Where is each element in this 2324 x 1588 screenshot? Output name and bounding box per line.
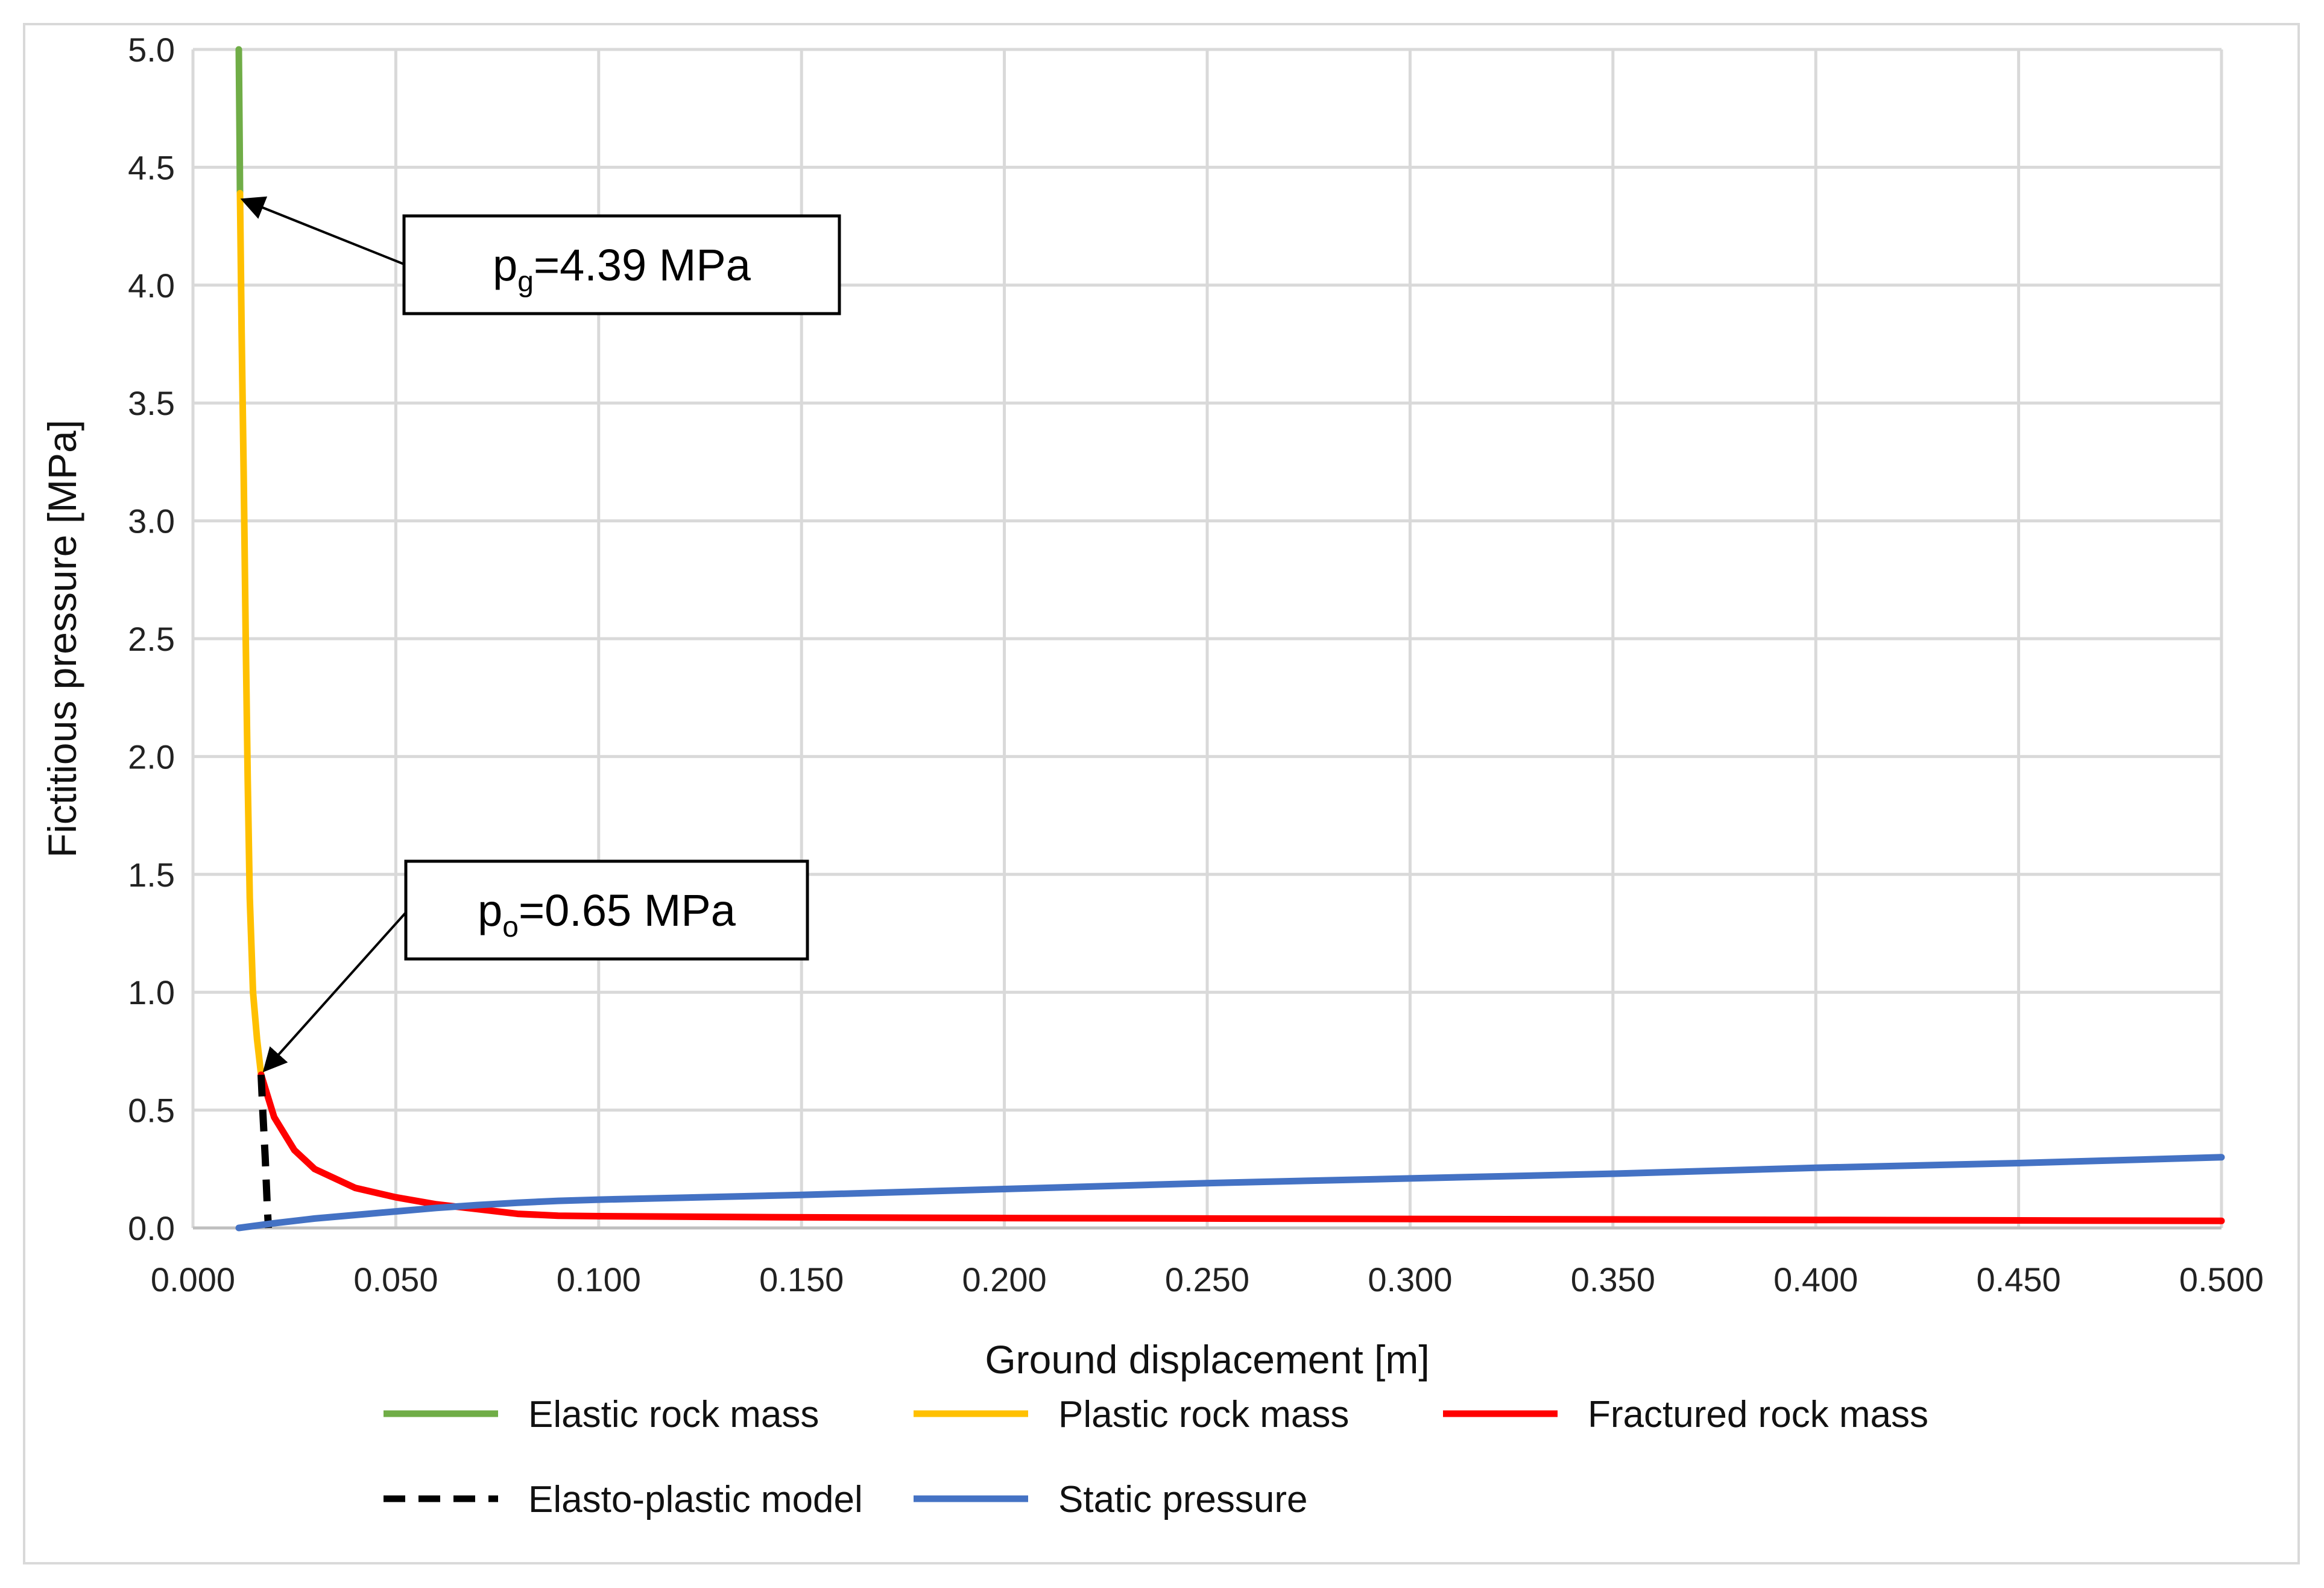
annotation-box (402, 214, 841, 315)
legend: Elastic rock mass Plastic rock mass Fractu… (384, 1394, 1928, 1520)
annotation-label: pg=4.39 MPa (493, 240, 751, 298)
annotation-label: po=0.65 MPa (478, 885, 736, 943)
annotation-arrow (240, 196, 405, 265)
annotation-value: =4.39 MPa (534, 240, 751, 290)
legend-item: Static pressure (914, 1479, 1308, 1520)
x-tick-label: 0.200 (962, 1261, 1047, 1299)
x-tick-label: 0.000 (151, 1261, 235, 1299)
x-axis-title: Ground displacement [m] (985, 1337, 1429, 1382)
annotation-symbol: p (478, 885, 502, 935)
legend-label: Plastic rock mass (1058, 1394, 1349, 1435)
chart-frame (23, 23, 2300, 1564)
y-tick-label: 4.5 (128, 148, 175, 186)
x-tick-label: 0.050 (353, 1261, 438, 1299)
series-line-plastic-rock-mass (236, 189, 265, 1078)
series-line-elasto-plastic-model (257, 1074, 273, 1229)
series-lines (235, 46, 2225, 1232)
series-line-elastic-rock-mass (235, 46, 244, 197)
legend-label: Elasto-plastic model (528, 1479, 863, 1520)
y-tick-label: 3.5 (128, 384, 175, 422)
annotation-symbol: p (493, 240, 517, 290)
x-tick-label: 0.150 (759, 1261, 844, 1299)
annotation-callout: pg=4.39 MPa (240, 196, 841, 315)
legend-item: Elastic rock mass (384, 1394, 819, 1435)
y-axis-title: Fictitious pressure [MPa] (40, 420, 84, 858)
y-tick-label: 4.0 (128, 267, 175, 305)
legend-item: Plastic rock mass (914, 1394, 1349, 1435)
series-line-static-pressure (235, 1154, 2225, 1232)
legend-label: Static pressure (1058, 1479, 1308, 1520)
x-tick-label: 0.400 (1773, 1261, 1858, 1299)
legend-label: Fractured rock mass (1588, 1394, 1928, 1435)
annotation-subscript: o (502, 911, 519, 943)
axes: 0.000 0.050 0.100 0.150 0.200 0.250 0.300 0.350… (128, 31, 2264, 1299)
y-tick-label: 3.0 (128, 502, 175, 540)
x-tick-label: 0.100 (557, 1261, 641, 1299)
annotation-box (404, 859, 809, 961)
y-tick-label: 5.0 (128, 31, 175, 69)
x-tick-label: 0.250 (1165, 1261, 1249, 1299)
series-line-fractured-rock-mass (257, 1071, 2225, 1224)
annotation-callout: po=0.65 MPa (262, 859, 809, 1072)
legend-label: Elastic rock mass (528, 1394, 819, 1435)
x-tick-label: 0.350 (1571, 1261, 1655, 1299)
x-tick-label: 0.300 (1368, 1261, 1452, 1299)
y-tick-label: 0.5 (128, 1092, 175, 1130)
y-tick-label: 2.5 (128, 620, 175, 658)
annotation-subscript: g (517, 266, 534, 298)
x-tick-label: 0.450 (1977, 1261, 2061, 1299)
y-tick-label: 1.0 (128, 973, 175, 1011)
y-tick-label: 0.0 (128, 1209, 175, 1247)
annotation-value: =0.65 MPa (519, 885, 736, 935)
y-tick-label: 2.0 (128, 738, 175, 776)
legend-item: Elasto-plastic model (384, 1479, 863, 1520)
annotation-arrow (262, 911, 407, 1072)
legend-item: Fractured rock mass (1443, 1394, 1928, 1435)
y-tick-label: 1.5 (128, 856, 175, 894)
x-tick-label: 0.500 (2179, 1261, 2264, 1299)
gridlines (191, 48, 2223, 1230)
